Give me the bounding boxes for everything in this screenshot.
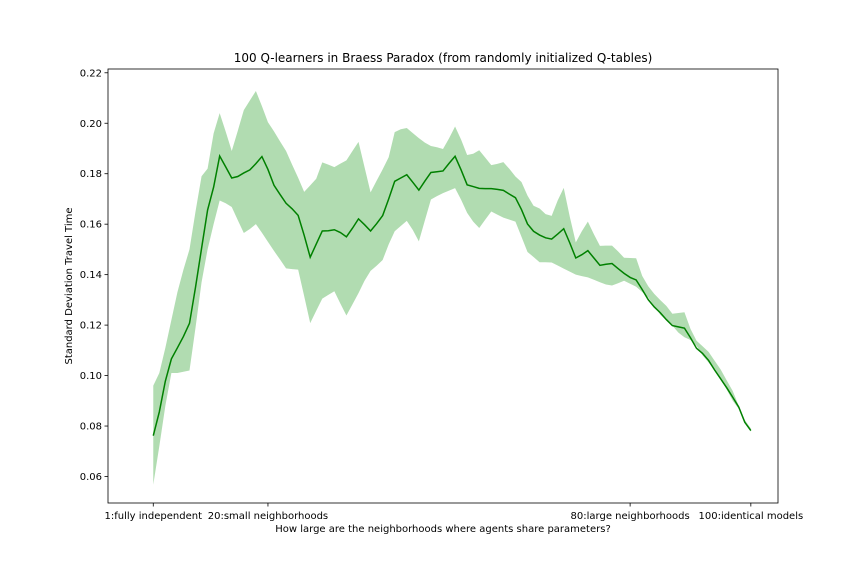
plot-frame bbox=[107, 68, 779, 504]
y-tick-label: 0.08 bbox=[80, 422, 102, 433]
y-axis-ticks: 0.06 0.08 0.10 0.12 0.14 0.16 0.18 0.20 0.22 bbox=[80, 68, 108, 483]
y-tick-label: 0.12 bbox=[80, 321, 102, 332]
y-tick-label: 0.16 bbox=[80, 220, 102, 231]
x-tick-label: 1:fully independent bbox=[105, 511, 203, 522]
x-axis-label: How large are the neighborhoods where ag… bbox=[275, 524, 611, 535]
mean-line-layer bbox=[152, 153, 752, 436]
y-tick-label: 0.18 bbox=[80, 169, 102, 180]
y-axis-label: Standard Deviation Travel Time bbox=[64, 207, 75, 364]
x-tick-label: 80:large neighborhoods bbox=[571, 511, 690, 522]
x-tick-label: 100:identical models bbox=[698, 511, 803, 522]
x-axis-ticks: 1:fully independent 20:small neighborhood… bbox=[105, 503, 803, 522]
y-tick-label: 0.20 bbox=[80, 119, 102, 130]
y-tick-label: 0.22 bbox=[80, 68, 102, 79]
x-tick-label: 20:small neighborhoods bbox=[208, 511, 328, 522]
y-tick-label: 0.14 bbox=[80, 270, 102, 281]
chart-title: 100 Q-learners in Braess Paradox (from r… bbox=[234, 51, 653, 65]
std-deviation-band bbox=[153, 90, 751, 485]
std-band-layer bbox=[153, 90, 751, 485]
y-tick-label: 0.06 bbox=[80, 472, 102, 483]
y-tick-label: 0.10 bbox=[80, 371, 102, 382]
mean-series-line bbox=[152, 153, 752, 436]
